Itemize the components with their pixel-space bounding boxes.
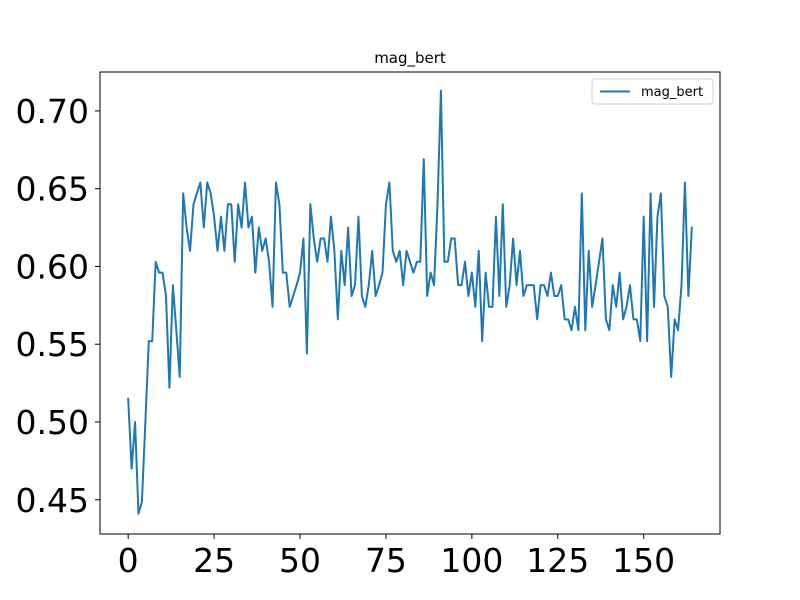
series-line-mag-bert xyxy=(127,89,693,515)
y-axis: 0.45 0.50 0.55 0.60 0.65 0.70 xyxy=(16,92,100,520)
y-tick-label: 0.50 xyxy=(16,403,89,442)
x-tick-label: 125 xyxy=(526,541,589,580)
y-tick-label: 0.70 xyxy=(16,92,89,131)
y-tick-label: 0.65 xyxy=(16,170,89,209)
y-tick-label: 0.45 xyxy=(16,481,89,520)
y-tick-label: 0.60 xyxy=(16,247,89,286)
x-tick-label: 25 xyxy=(193,541,235,580)
plot-area xyxy=(127,89,693,515)
y-tick-label: 0.55 xyxy=(16,325,89,364)
x-tick-label: 150 xyxy=(612,541,675,580)
chart-title: mag_bert xyxy=(374,49,446,68)
x-tick-label: 75 xyxy=(365,541,407,580)
x-tick-label: 100 xyxy=(440,541,503,580)
legend: mag_bert xyxy=(591,78,714,105)
x-tick-label: 50 xyxy=(279,541,321,580)
x-axis: 0 25 50 75 100 125 150 xyxy=(118,534,675,580)
legend-box xyxy=(591,78,714,105)
x-tick-label: 0 xyxy=(118,541,139,580)
legend-label: mag_bert xyxy=(641,85,703,100)
plot-frame xyxy=(99,71,721,535)
